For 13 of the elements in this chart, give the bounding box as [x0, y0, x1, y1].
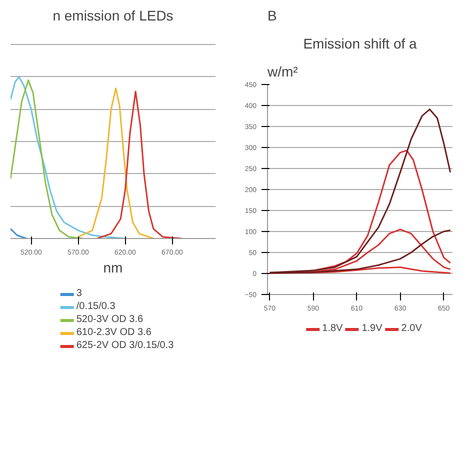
x-axis-title: nm	[103, 260, 123, 276]
legend-label: 625-2V OD 3/0.15/0.3	[76, 340, 174, 351]
legend-label: 610-2.3V OD 3.6	[76, 327, 152, 338]
legend-label: 520-3V OD 3.6	[76, 314, 144, 325]
legend-label: /0.15/0.3	[76, 301, 116, 312]
legend-label: 1.8V	[322, 323, 343, 334]
chart-title: n emission of LEDs	[52, 8, 174, 24]
legend-label: 3	[76, 288, 83, 299]
text: B	[268, 8, 277, 24]
legend-label: 2.0V	[401, 323, 422, 334]
chart-title: Emission shift of a	[303, 36, 418, 52]
y-axis-title: w/m²	[266, 64, 298, 80]
legend-label: 1.9V	[362, 323, 382, 334]
